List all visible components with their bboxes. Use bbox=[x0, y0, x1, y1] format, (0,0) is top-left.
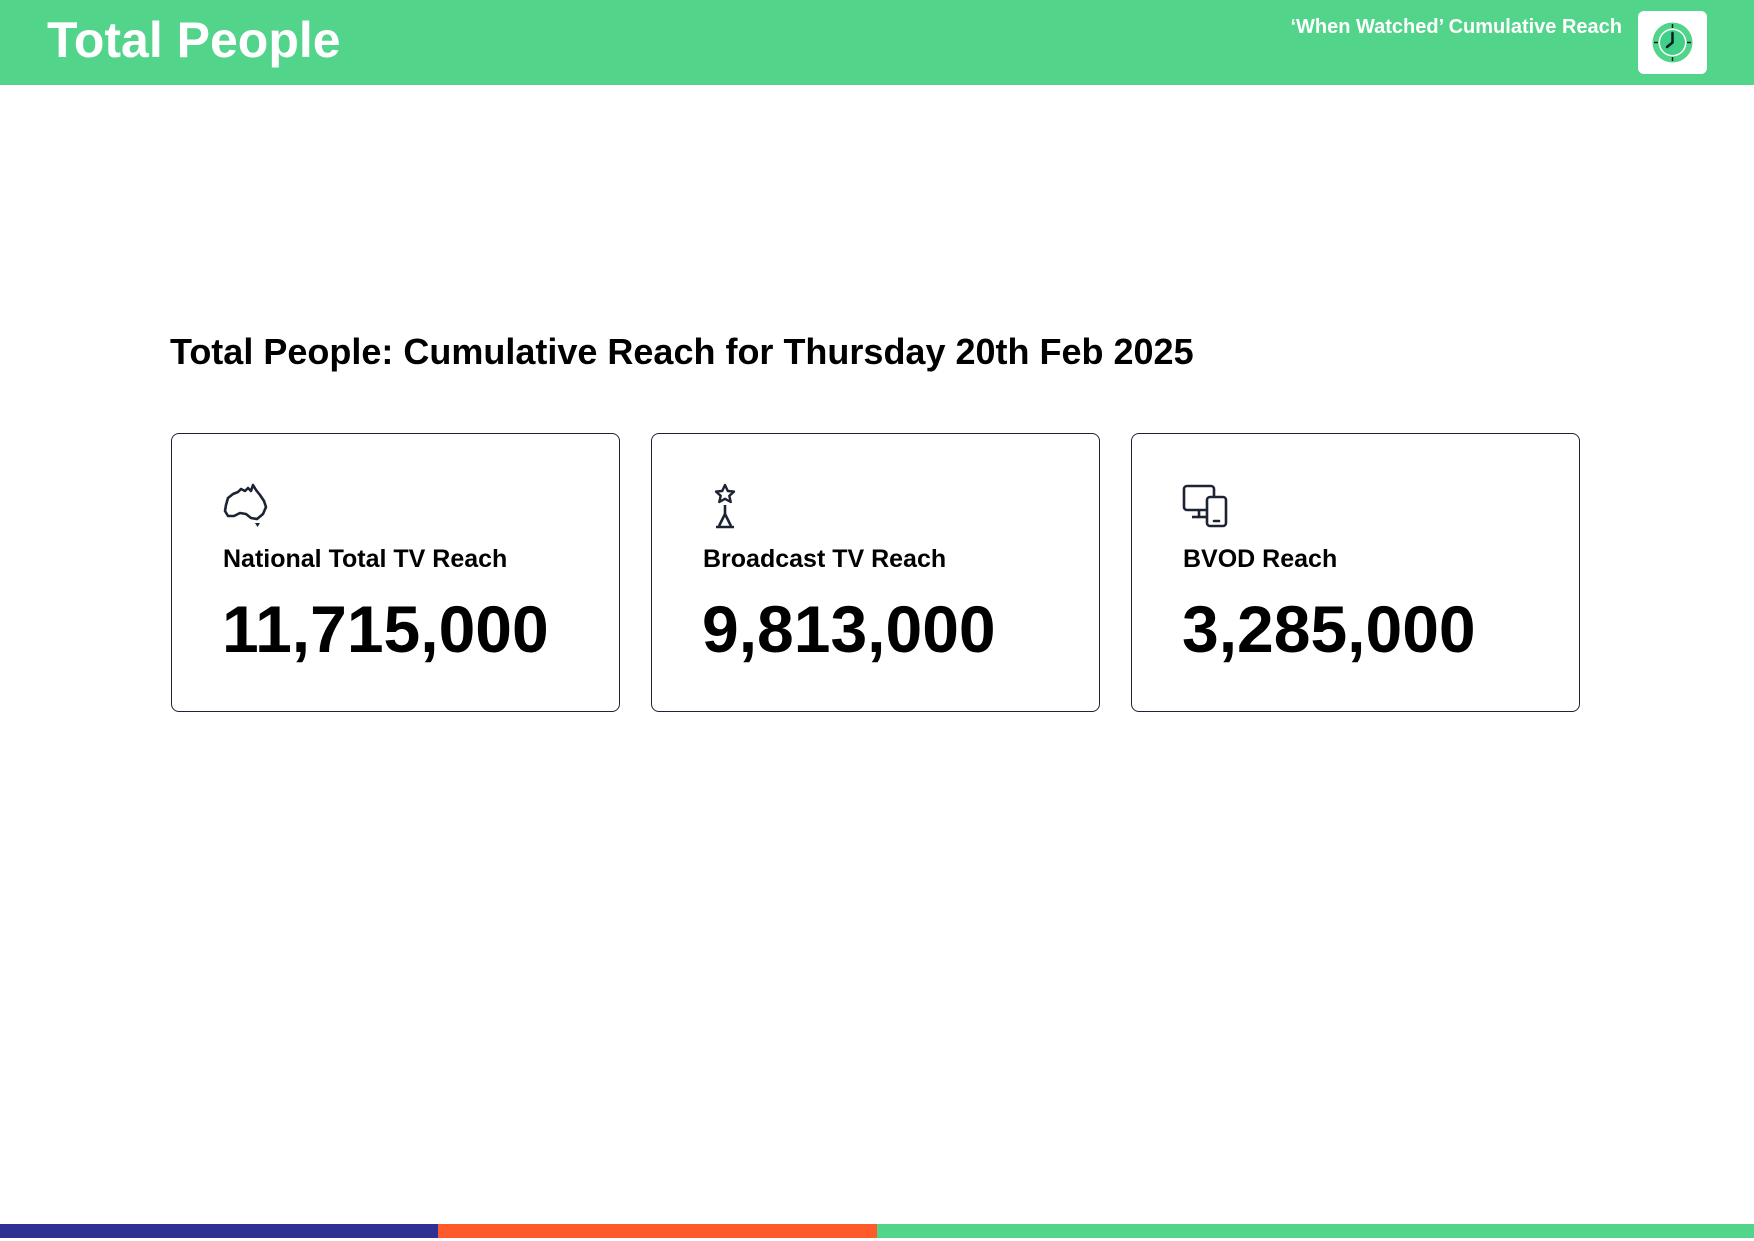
card-national-total-tv-reach: National Total TV Reach 11,715,000 bbox=[171, 433, 620, 712]
broadcast-tower-icon bbox=[714, 483, 736, 529]
australia-map-icon bbox=[223, 483, 268, 527]
card-label: BVOD Reach bbox=[1183, 545, 1338, 573]
clock-icon bbox=[1652, 22, 1693, 63]
card-value: 3,285,000 bbox=[1182, 592, 1476, 666]
header-bar: Total People ‘When Watched’ Cumulative R… bbox=[0, 0, 1754, 85]
footer-segment-orange bbox=[438, 1224, 877, 1238]
footer-color-bar bbox=[0, 1224, 1754, 1238]
page-title: Total People bbox=[47, 12, 341, 68]
header-subtitle: ‘When Watched’ Cumulative Reach bbox=[1290, 16, 1622, 38]
devices-icon bbox=[1182, 484, 1228, 528]
footer-segment-green bbox=[877, 1224, 1754, 1238]
section-title: Total People: Cumulative Reach for Thurs… bbox=[170, 331, 1194, 372]
card-label: Broadcast TV Reach bbox=[703, 545, 947, 573]
card-value: 9,813,000 bbox=[702, 592, 996, 666]
card-broadcast-tv-reach: Broadcast TV Reach 9,813,000 bbox=[651, 433, 1100, 712]
card-value: 11,715,000 bbox=[222, 592, 549, 666]
card-bvod-reach: BVOD Reach 3,285,000 bbox=[1131, 433, 1580, 712]
logo bbox=[1638, 11, 1707, 74]
footer-segment-navy bbox=[0, 1224, 438, 1238]
card-label: National Total TV Reach bbox=[223, 545, 508, 573]
